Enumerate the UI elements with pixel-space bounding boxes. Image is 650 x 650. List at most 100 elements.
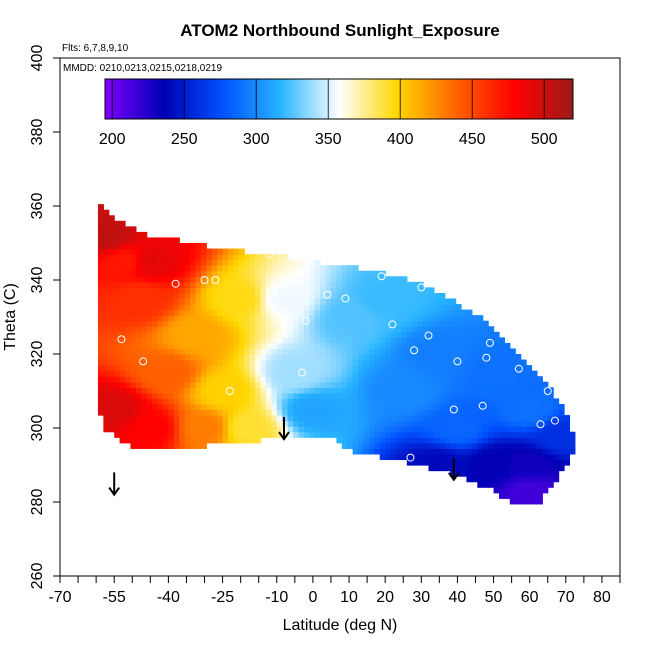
heatmap-cell <box>482 437 489 444</box>
heatmap-cell <box>358 298 365 305</box>
heatmap-cell <box>293 387 300 394</box>
heatmap-cell <box>417 326 424 333</box>
heatmap-cell <box>222 354 229 361</box>
heatmap-cell <box>471 448 478 455</box>
heatmap-cell <box>265 348 272 355</box>
heatmap-cell <box>493 342 500 350</box>
heatmap-cell <box>228 254 235 261</box>
heatmap-cell <box>135 231 142 239</box>
heatmap-cell <box>509 426 516 433</box>
heatmap-cell <box>287 320 294 327</box>
heatmap-cell <box>97 376 104 383</box>
heatmap-cell <box>287 270 294 277</box>
heatmap-cell <box>244 431 251 438</box>
heatmap-cell <box>379 365 386 372</box>
heatmap-cell <box>347 409 354 416</box>
heatmap-cell <box>141 409 148 416</box>
heatmap-cell <box>222 420 229 427</box>
heatmap-cell <box>276 259 283 266</box>
heatmap-cell <box>396 354 403 361</box>
heatmap-cell <box>363 298 370 305</box>
heatmap-cell <box>455 348 462 355</box>
heatmap-cell <box>103 287 110 294</box>
heatmap-cell <box>103 348 110 355</box>
heatmap-cell <box>108 265 115 272</box>
heatmap-cell <box>423 403 430 411</box>
heatmap-cell <box>504 381 511 388</box>
heatmap-cell <box>276 342 283 350</box>
heatmap-cell <box>190 270 197 277</box>
heatmap-cell <box>358 409 365 416</box>
heatmap-cell <box>282 354 289 361</box>
heatmap-cell <box>135 287 142 294</box>
heatmap-cell <box>249 403 256 411</box>
heatmap-cell <box>103 320 110 327</box>
heatmap-cell <box>125 398 132 405</box>
heatmap-cell <box>276 420 283 427</box>
heatmap-cell <box>179 365 186 372</box>
heatmap-cell <box>141 398 148 405</box>
heatmap-cell <box>276 426 283 433</box>
heatmap-cell <box>206 331 213 338</box>
heatmap-cell <box>130 309 137 316</box>
heatmap-cell <box>325 398 332 405</box>
heatmap-cell <box>293 426 300 433</box>
heatmap-cell <box>423 309 430 316</box>
heatmap-cell <box>401 354 408 361</box>
heatmap-cell <box>179 254 186 261</box>
heatmap-cell <box>119 298 126 305</box>
heatmap-cell <box>504 492 511 499</box>
heatmap-cell <box>222 331 229 338</box>
heatmap-cell <box>217 403 224 411</box>
heatmap-cell <box>325 365 332 372</box>
heatmap-cell <box>125 354 132 361</box>
heatmap-cell <box>471 392 478 399</box>
heatmap-cell <box>228 365 235 372</box>
heatmap-cell <box>211 248 218 255</box>
heatmap-cell <box>173 309 180 316</box>
heatmap-cell <box>412 298 419 305</box>
heatmap-cell <box>509 465 516 472</box>
heatmap-cell <box>379 392 386 399</box>
heatmap-cell <box>417 381 424 388</box>
heatmap-cell <box>152 403 159 411</box>
heatmap-cell <box>412 348 419 355</box>
heatmap-cell <box>114 392 121 399</box>
heatmap-cell <box>439 376 446 383</box>
heatmap-cell <box>509 409 516 416</box>
heatmap-cell <box>222 287 229 294</box>
heatmap-cell <box>406 320 413 327</box>
heatmap-cell <box>249 304 256 311</box>
heatmap-cell <box>260 403 267 411</box>
heatmap-cell <box>195 354 202 361</box>
heatmap-cell <box>282 403 289 411</box>
heatmap-cell <box>103 309 110 316</box>
heatmap-cell <box>455 415 462 422</box>
heatmap-cell <box>363 420 370 427</box>
heatmap-cell <box>184 248 191 255</box>
heatmap-cell <box>108 376 115 383</box>
heatmap-cell <box>249 342 256 350</box>
heatmap-cell <box>461 420 468 427</box>
colorbar-tick-label: 400 <box>387 131 414 148</box>
heatmap-cell <box>504 442 511 449</box>
heatmap-cell <box>265 281 272 288</box>
heatmap-cell <box>309 342 316 350</box>
heatmap-cell <box>152 442 159 449</box>
heatmap-cell <box>433 298 440 305</box>
heatmap-cell <box>119 354 126 361</box>
heatmap-cell <box>179 320 186 327</box>
heatmap-cell <box>493 376 500 383</box>
heatmap-cell <box>488 337 495 344</box>
heatmap-cell <box>374 431 381 438</box>
heatmap-cell <box>439 448 446 455</box>
heatmap-cell <box>493 426 500 433</box>
x-tick-label: -10 <box>265 589 288 606</box>
heatmap-cell <box>217 398 224 405</box>
heatmap-cell <box>200 281 207 288</box>
heatmap-cell <box>244 254 251 261</box>
heatmap-cell <box>374 326 381 333</box>
heatmap-cell <box>423 359 430 366</box>
heatmap-cell <box>162 342 169 350</box>
heatmap-cell <box>358 342 365 350</box>
